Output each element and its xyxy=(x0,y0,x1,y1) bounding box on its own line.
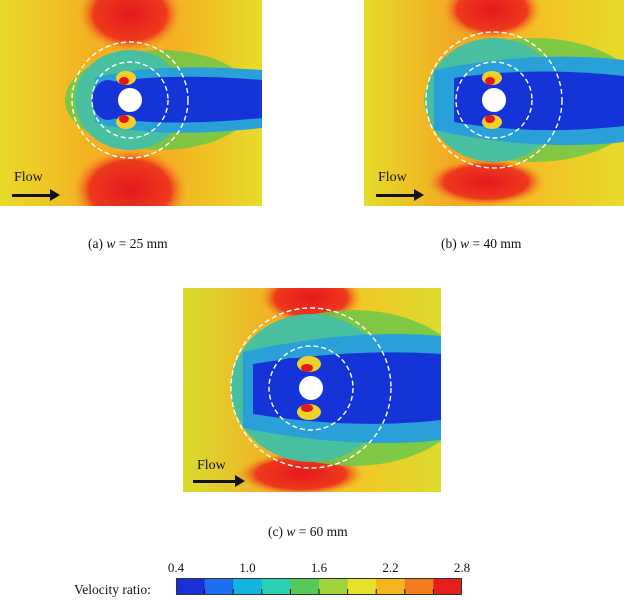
velocity-contour-b xyxy=(364,0,624,206)
cylinder-c xyxy=(299,376,323,400)
flow-label-b: Flow xyxy=(378,170,407,185)
panel-b: Flow xyxy=(364,0,624,206)
cylinder-a xyxy=(118,88,142,112)
flow-arrow-c xyxy=(193,475,245,487)
colorbar xyxy=(176,578,463,595)
flow-arrow-b xyxy=(376,189,424,201)
colorbar-segment xyxy=(204,578,234,595)
flow-label-a: Flow xyxy=(14,170,43,185)
colorbar-segment xyxy=(176,578,206,595)
cylinder-b xyxy=(482,88,506,112)
panel-c: Flow xyxy=(183,288,441,492)
colorbar-segment xyxy=(347,578,377,595)
colorbar-segment xyxy=(433,578,463,595)
colorbar-segment xyxy=(290,578,320,595)
caption-c: (c) w = 60 mm xyxy=(268,524,348,539)
colorbar-tick-label: 2.2 xyxy=(382,560,399,575)
colorbar-tick-label: 0.4 xyxy=(167,560,185,575)
flow-label-c: Flow xyxy=(197,458,226,473)
colorbar-svg xyxy=(176,578,463,595)
colorbar-tick-label: 2.8 xyxy=(453,560,471,575)
panel-a: Flow xyxy=(0,0,262,206)
velocity-contour-c xyxy=(183,288,441,492)
colorbar-frame xyxy=(176,578,462,595)
colorbar-segment xyxy=(233,578,263,595)
colorbar-segment xyxy=(319,578,349,595)
colorbar-segment xyxy=(261,578,291,595)
legend-label: Velocity ratio: xyxy=(74,582,151,597)
colorbar-tick-label: 1.6 xyxy=(310,560,328,575)
colorbar-tick-label: 1.0 xyxy=(239,560,256,575)
flow-arrow-a xyxy=(12,189,60,201)
caption-a: (a) w = 25 mm xyxy=(88,236,168,251)
velocity-contour-a xyxy=(0,0,262,206)
caption-b: (b) w = 40 mm xyxy=(441,236,522,251)
colorbar-segment xyxy=(404,578,434,595)
colorbar-segment xyxy=(376,578,406,595)
